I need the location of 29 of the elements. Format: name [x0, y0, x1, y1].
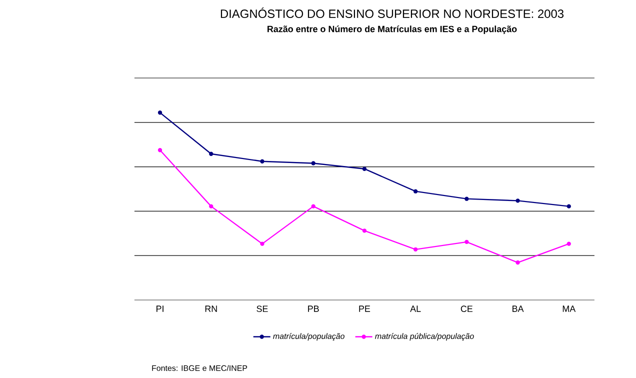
point: [413, 247, 418, 252]
x-tick-label: CE: [460, 306, 473, 312]
x-tick-label: PI: [156, 306, 164, 312]
point: [209, 204, 214, 208]
point: [158, 110, 162, 115]
point: [464, 196, 469, 201]
point: [209, 152, 214, 156]
x-tick-label: AL: [410, 306, 421, 312]
point: [413, 189, 418, 194]
x-tick-label: PB: [308, 306, 319, 312]
point: [566, 242, 571, 246]
x-tick-label: SE: [256, 306, 268, 312]
x-tick-label: MA: [562, 306, 576, 312]
x-tick-label: BA: [512, 306, 524, 312]
point: [158, 148, 162, 152]
point: [362, 166, 367, 171]
chart-title: DIAGNÓSTICO DO ENSINO SUPERIOR NO NORDESTE: 2003: [220, 8, 564, 18]
point: [311, 204, 316, 208]
point: [464, 240, 469, 244]
point: [362, 228, 367, 233]
chart-subtitle: Razão entre o Número de Matrículas em IES e a População: [268, 26, 517, 34]
point: [566, 204, 571, 208]
point: [311, 161, 316, 166]
point: [260, 159, 264, 164]
point: [516, 260, 520, 265]
point: [260, 242, 264, 246]
x-tick-label: PE: [359, 306, 370, 312]
point: [516, 198, 520, 203]
x-tick-label: RN: [205, 306, 217, 312]
